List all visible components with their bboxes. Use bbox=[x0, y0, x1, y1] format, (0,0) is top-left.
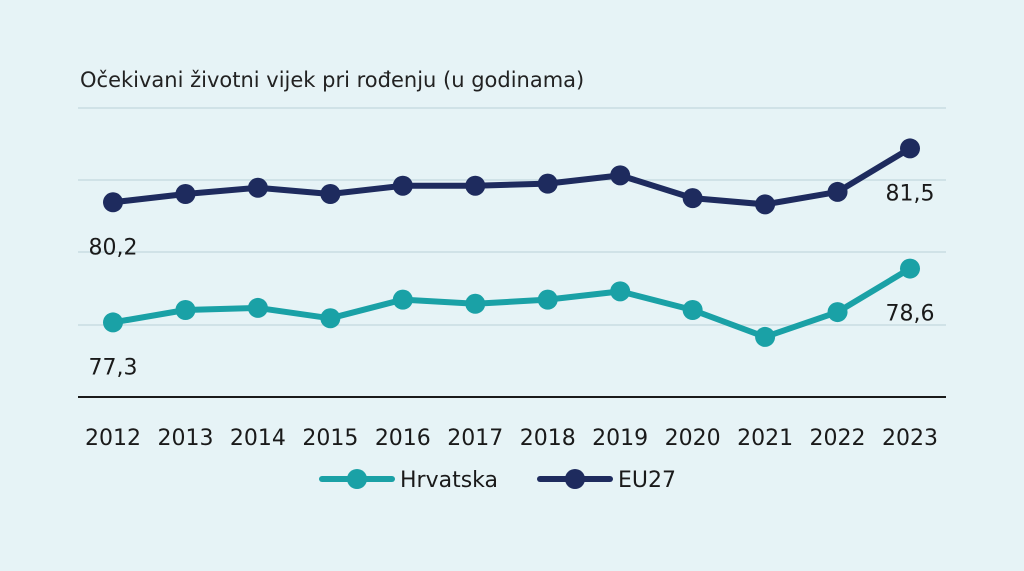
x-tick-label: 2023 bbox=[882, 426, 938, 451]
series-line bbox=[110, 145, 913, 208]
x-tick-label: 2013 bbox=[157, 426, 213, 451]
data-point bbox=[755, 194, 776, 215]
data-point bbox=[537, 289, 558, 310]
data-point bbox=[827, 302, 848, 323]
data-point bbox=[247, 297, 268, 318]
data-point bbox=[392, 289, 413, 310]
x-tick-label: 2012 bbox=[85, 426, 141, 451]
data-label: 78,6 bbox=[886, 302, 935, 327]
data-point bbox=[465, 293, 486, 314]
data-point bbox=[175, 300, 196, 320]
data-point bbox=[320, 184, 341, 204]
x-tick-label: 2014 bbox=[230, 426, 286, 451]
data-point bbox=[900, 138, 920, 159]
x-tick-label: 2018 bbox=[520, 426, 576, 451]
x-axis: 2012 2013 2014 2015 2016 2017 2018 2019 2020 2021… bbox=[78, 396, 946, 451]
series-line bbox=[110, 265, 913, 340]
data-point bbox=[682, 300, 703, 320]
data-point bbox=[682, 188, 703, 209]
x-tick-label: 2021 bbox=[737, 426, 793, 451]
legend-swatch-marker bbox=[347, 469, 367, 489]
data-labels: 77,3 78,6 80,2 81,5 bbox=[89, 181, 935, 380]
data-point bbox=[247, 177, 268, 198]
data-point bbox=[827, 181, 848, 202]
data-label: 81,5 bbox=[886, 181, 935, 206]
data-point bbox=[900, 258, 920, 279]
data-point bbox=[537, 173, 558, 194]
x-tick-label: 2017 bbox=[447, 426, 503, 451]
legend-swatch-marker bbox=[565, 469, 585, 489]
data-point bbox=[610, 165, 631, 186]
series-eu27 bbox=[103, 138, 920, 215]
x-tick-label: 2020 bbox=[665, 426, 721, 451]
x-tick-label: 2019 bbox=[592, 426, 648, 451]
x-tick-label: 2022 bbox=[810, 426, 866, 451]
legend-item-hrvatska: Hrvatska bbox=[319, 468, 498, 493]
data-point bbox=[320, 308, 341, 329]
data-point bbox=[103, 312, 123, 333]
x-tick-label: 2015 bbox=[302, 426, 358, 451]
data-point bbox=[103, 192, 123, 213]
legend: Hrvatska EU27 bbox=[319, 468, 676, 493]
data-point bbox=[610, 281, 631, 302]
data-label: 80,2 bbox=[89, 235, 138, 260]
grid-lines bbox=[78, 107, 946, 326]
data-label: 77,3 bbox=[89, 355, 138, 380]
legend-label: Hrvatska bbox=[400, 468, 498, 493]
legend-item-eu27: EU27 bbox=[537, 468, 676, 493]
data-point bbox=[755, 326, 776, 347]
data-point bbox=[465, 175, 486, 196]
chart-title: Očekivani životni vijek pri rođenju (u g… bbox=[80, 68, 584, 92]
legend-label: EU27 bbox=[618, 468, 676, 493]
series-layer bbox=[103, 138, 920, 347]
data-point bbox=[175, 184, 196, 204]
data-point bbox=[392, 175, 413, 196]
series-hrvatska bbox=[103, 258, 920, 347]
x-tick-label: 2016 bbox=[375, 426, 431, 451]
